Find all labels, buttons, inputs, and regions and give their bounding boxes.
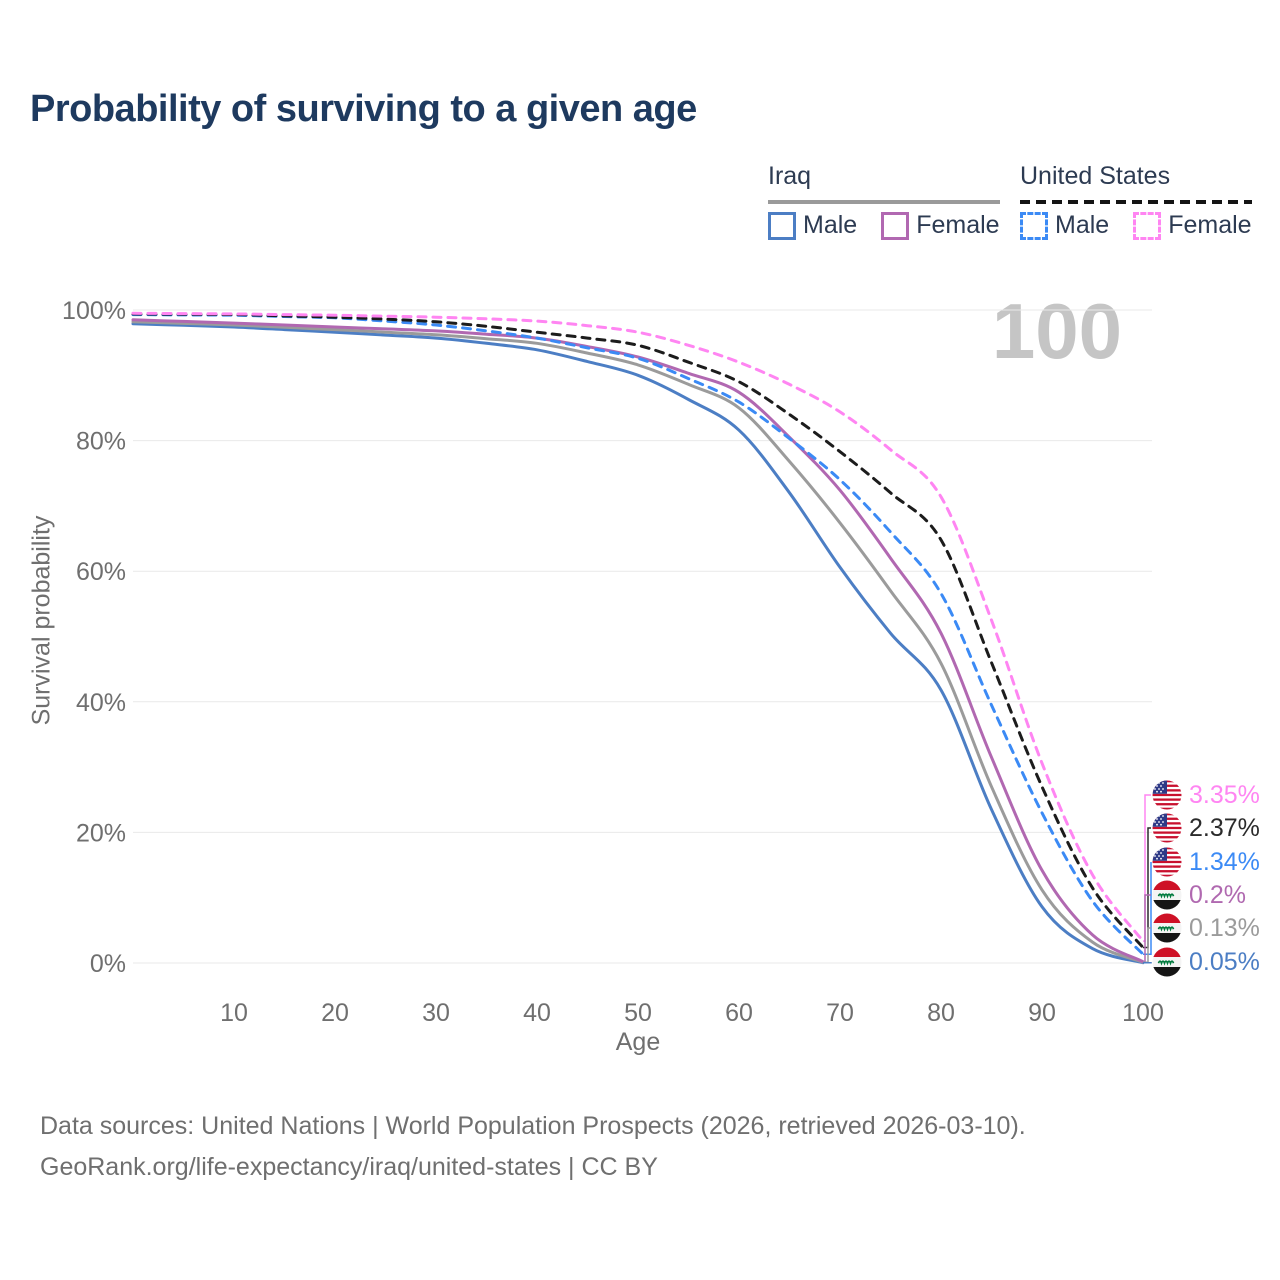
- page-title: Probability of surviving to a given age: [30, 88, 697, 130]
- end-label-value: 0.13%: [1189, 913, 1260, 942]
- leader-line: [1143, 961, 1152, 964]
- end-label-iraq-male: 0.05%: [1152, 947, 1260, 977]
- y-tick-label: 60%: [76, 558, 126, 586]
- end-label-iraq-both-sexes: 0.13%: [1152, 913, 1260, 943]
- legend-item-label: Male: [1055, 211, 1110, 239]
- legend-group-united-states: United States Male Female: [1020, 162, 1252, 240]
- series-line-iraq-male: [131, 322, 1145, 965]
- end-label-value: 1.34%: [1189, 847, 1260, 876]
- iraq-female-swatch-icon: [881, 211, 910, 240]
- x-axis-title: Age: [615, 1028, 661, 1056]
- y-tick-label: 20%: [76, 819, 126, 847]
- legend-item-iraq-female[interactable]: Female: [881, 211, 1000, 240]
- leader-line: [1143, 827, 1151, 949]
- x-tick-label: 30: [422, 999, 450, 1027]
- legend-item-us-female[interactable]: Female: [1133, 211, 1252, 240]
- legend: Iraq Male Female United States: [0, 162, 1280, 242]
- iraq-flag-icon: [1152, 947, 1182, 977]
- us-flag-icon: [1152, 813, 1182, 843]
- series-line-united-states-male: [131, 313, 1145, 956]
- iraq-line-style-sample: [768, 200, 1000, 204]
- y-tick-label: 0%: [90, 950, 126, 978]
- y-tick-label: 80%: [76, 428, 126, 456]
- x-tick-label: 90: [1028, 999, 1056, 1027]
- us-flag-icon: [1152, 780, 1182, 810]
- iraq-flag-icon: [1152, 913, 1182, 943]
- series-line-united-states-female: [131, 311, 1145, 943]
- legend-group-iraq: Iraq Male Female: [768, 162, 1000, 240]
- us-female-swatch-icon: [1133, 211, 1162, 240]
- x-tick-label: 20: [321, 999, 349, 1027]
- end-label-united-states-both-sexes: 2.37%: [1152, 813, 1260, 843]
- end-label-value: 3.35%: [1189, 780, 1260, 809]
- end-label-united-states-female: 3.35%: [1152, 780, 1260, 810]
- legend-item-label: Male: [803, 211, 858, 239]
- legend-item-label: Female: [1168, 211, 1252, 239]
- legend-item-label: Female: [916, 211, 1000, 239]
- legend-header-iraq[interactable]: Iraq: [768, 162, 812, 190]
- x-tick-label: 70: [826, 999, 854, 1027]
- us-flag-icon: [1152, 847, 1182, 877]
- leader-line: [1143, 794, 1151, 942]
- end-label-united-states-male: 1.34%: [1152, 847, 1260, 877]
- x-tick-label: 10: [220, 999, 248, 1027]
- end-label-value: 2.37%: [1189, 813, 1260, 842]
- x-tick-label: 80: [927, 999, 955, 1027]
- age-watermark: 100: [991, 287, 1122, 375]
- legend-item-us-male[interactable]: Male: [1020, 211, 1109, 240]
- legend-item-iraq-male[interactable]: Male: [768, 211, 857, 240]
- footer-url: GeoRank.org/life-expectancy/iraq/united-…: [40, 1153, 658, 1181]
- x-tick-label: 40: [523, 999, 551, 1027]
- footer-data-sources: Data sources: United Nations | World Pop…: [40, 1112, 1026, 1140]
- iraq-male-swatch-icon: [768, 211, 796, 240]
- y-tick-label: 40%: [76, 689, 126, 717]
- y-tick-label: 100%: [62, 297, 126, 325]
- end-label-value: 0.05%: [1189, 947, 1260, 976]
- series-line-iraq-both-sexes: [131, 320, 1145, 964]
- legend-header-united-states[interactable]: United States: [1020, 162, 1171, 190]
- end-label-value: 0.2%: [1189, 880, 1246, 909]
- leader-line: [1143, 927, 1151, 963]
- iraq-flag-icon: [1152, 880, 1182, 910]
- series-line-iraq-female: [131, 318, 1145, 964]
- us-line-style-sample: [1020, 200, 1252, 204]
- end-label-iraq-female: 0.2%: [1152, 880, 1246, 910]
- series-line-united-states-both-sexes: [131, 312, 1145, 949]
- footer: Data sources: United Nations | World Pop…: [40, 1106, 1026, 1188]
- x-tick-label: 60: [725, 999, 753, 1027]
- x-tick-label: 100: [1122, 999, 1164, 1027]
- x-tick-label: 50: [624, 999, 652, 1027]
- us-male-swatch-icon: [1020, 211, 1048, 240]
